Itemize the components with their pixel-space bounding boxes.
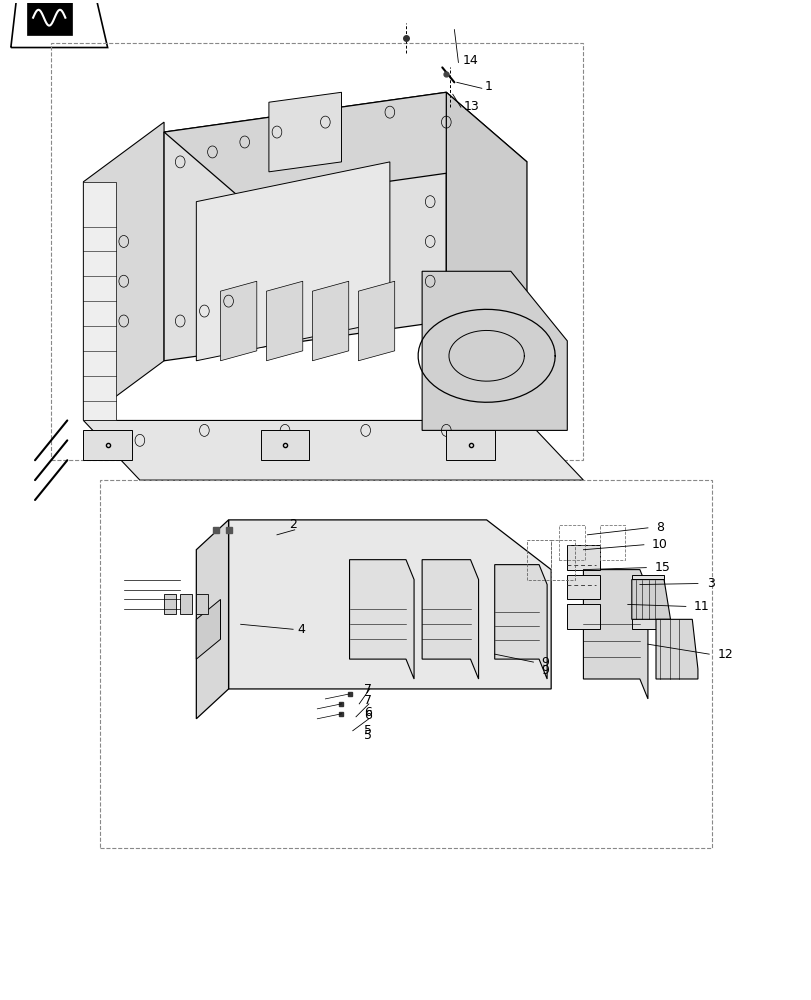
Polygon shape bbox=[196, 594, 208, 614]
Polygon shape bbox=[164, 92, 526, 202]
Polygon shape bbox=[196, 162, 389, 361]
Text: 13: 13 bbox=[463, 100, 478, 113]
Polygon shape bbox=[268, 92, 341, 172]
Polygon shape bbox=[446, 430, 494, 460]
Polygon shape bbox=[631, 604, 663, 629]
Polygon shape bbox=[494, 565, 547, 679]
Polygon shape bbox=[196, 599, 221, 659]
Polygon shape bbox=[84, 182, 115, 420]
Polygon shape bbox=[567, 545, 599, 570]
Polygon shape bbox=[567, 604, 599, 629]
Polygon shape bbox=[84, 420, 582, 480]
Polygon shape bbox=[446, 92, 526, 391]
Polygon shape bbox=[422, 560, 478, 679]
Polygon shape bbox=[312, 281, 348, 361]
Text: 9: 9 bbox=[541, 656, 549, 669]
Text: 6: 6 bbox=[363, 709, 371, 722]
Polygon shape bbox=[84, 430, 131, 460]
Polygon shape bbox=[84, 122, 164, 420]
Text: 11: 11 bbox=[693, 600, 709, 613]
Polygon shape bbox=[582, 570, 647, 699]
Polygon shape bbox=[631, 575, 663, 599]
Text: 14: 14 bbox=[462, 54, 478, 67]
Text: 10: 10 bbox=[651, 538, 667, 551]
Text: 4: 4 bbox=[297, 623, 305, 636]
Text: 12: 12 bbox=[716, 648, 732, 661]
Text: 3: 3 bbox=[706, 577, 714, 590]
Text: 2: 2 bbox=[289, 518, 297, 531]
Text: 5: 5 bbox=[363, 724, 371, 737]
Text: 15: 15 bbox=[654, 561, 669, 574]
Polygon shape bbox=[349, 560, 414, 679]
Polygon shape bbox=[567, 575, 599, 599]
Polygon shape bbox=[260, 430, 309, 460]
Text: 7: 7 bbox=[363, 694, 371, 707]
Polygon shape bbox=[631, 580, 670, 619]
Text: 9: 9 bbox=[541, 664, 549, 677]
Polygon shape bbox=[221, 281, 256, 361]
Polygon shape bbox=[229, 520, 551, 689]
Polygon shape bbox=[164, 594, 176, 614]
Text: 6: 6 bbox=[363, 706, 371, 719]
Polygon shape bbox=[358, 281, 394, 361]
Text: 8: 8 bbox=[655, 521, 663, 534]
Polygon shape bbox=[164, 92, 446, 361]
Polygon shape bbox=[196, 520, 229, 719]
Polygon shape bbox=[28, 0, 71, 35]
Text: 5: 5 bbox=[363, 729, 371, 742]
Polygon shape bbox=[180, 594, 192, 614]
Polygon shape bbox=[266, 281, 303, 361]
Text: 7: 7 bbox=[363, 683, 371, 696]
Polygon shape bbox=[422, 271, 567, 430]
Polygon shape bbox=[655, 619, 697, 679]
Text: 1: 1 bbox=[484, 80, 492, 93]
